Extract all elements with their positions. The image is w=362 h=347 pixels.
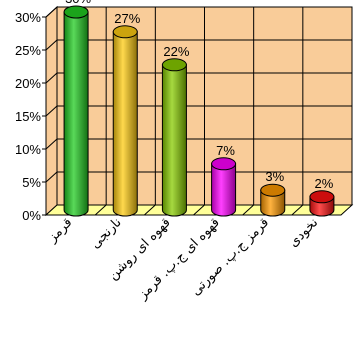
bar-top <box>112 25 138 39</box>
bar-body <box>260 189 286 217</box>
floor-grid <box>143 204 156 216</box>
y-tick-label: 25% <box>15 43 41 58</box>
data-label-1: 27% <box>114 11 140 26</box>
plot-area <box>44 5 354 217</box>
y-tick-label: 10% <box>15 142 41 157</box>
bar-top <box>161 58 187 72</box>
bar-0 <box>63 5 89 217</box>
gridline-side <box>45 105 58 117</box>
bar-3 <box>211 157 237 217</box>
gridline-side <box>45 72 58 84</box>
floor-grid <box>291 204 304 216</box>
y-tick-label: 15% <box>15 109 41 124</box>
data-label-3: 7% <box>216 143 235 158</box>
y-tick-label: 5% <box>22 175 41 190</box>
bar-5 <box>309 190 335 217</box>
bar-top <box>260 183 286 197</box>
bar-top <box>211 157 237 171</box>
bars <box>63 5 335 217</box>
data-label-4: 3% <box>265 169 284 184</box>
bar-top <box>63 5 89 19</box>
floor-grid <box>193 204 205 216</box>
y-axis: 0% 5% 10% 15% 20% 25% 30% <box>15 10 47 223</box>
bar-4 <box>260 183 286 217</box>
bar-body <box>112 31 138 217</box>
data-label-0: 30% <box>65 0 91 6</box>
bar-1 <box>112 25 138 217</box>
bar-body <box>63 11 89 217</box>
gridline-side <box>45 138 58 150</box>
gridline-side <box>45 39 58 51</box>
x-tick-label-1: نارنجی <box>88 215 125 252</box>
y-tick-label: 0% <box>22 208 41 223</box>
floor-grid <box>242 204 255 216</box>
bar-2 <box>161 58 187 217</box>
x-tick-label-3: قهوه ای ج.پ. قرمز <box>135 215 223 303</box>
x-tick-label-5: نخودی <box>286 215 321 250</box>
bar-body <box>161 64 187 217</box>
gridline-side <box>45 171 58 183</box>
x-tick-label-0: قرمز <box>45 215 76 246</box>
data-labels: 30% 27% 22% 7% 3% 2% <box>65 0 334 191</box>
data-label-2: 22% <box>163 44 189 59</box>
bar-top <box>309 190 335 204</box>
gridline-side <box>45 6 58 18</box>
floor-grid <box>94 204 107 216</box>
y-tick-label: 30% <box>15 10 41 25</box>
bar-body <box>211 163 237 217</box>
data-label-5: 2% <box>315 176 334 191</box>
y-tick-label: 20% <box>15 76 41 91</box>
